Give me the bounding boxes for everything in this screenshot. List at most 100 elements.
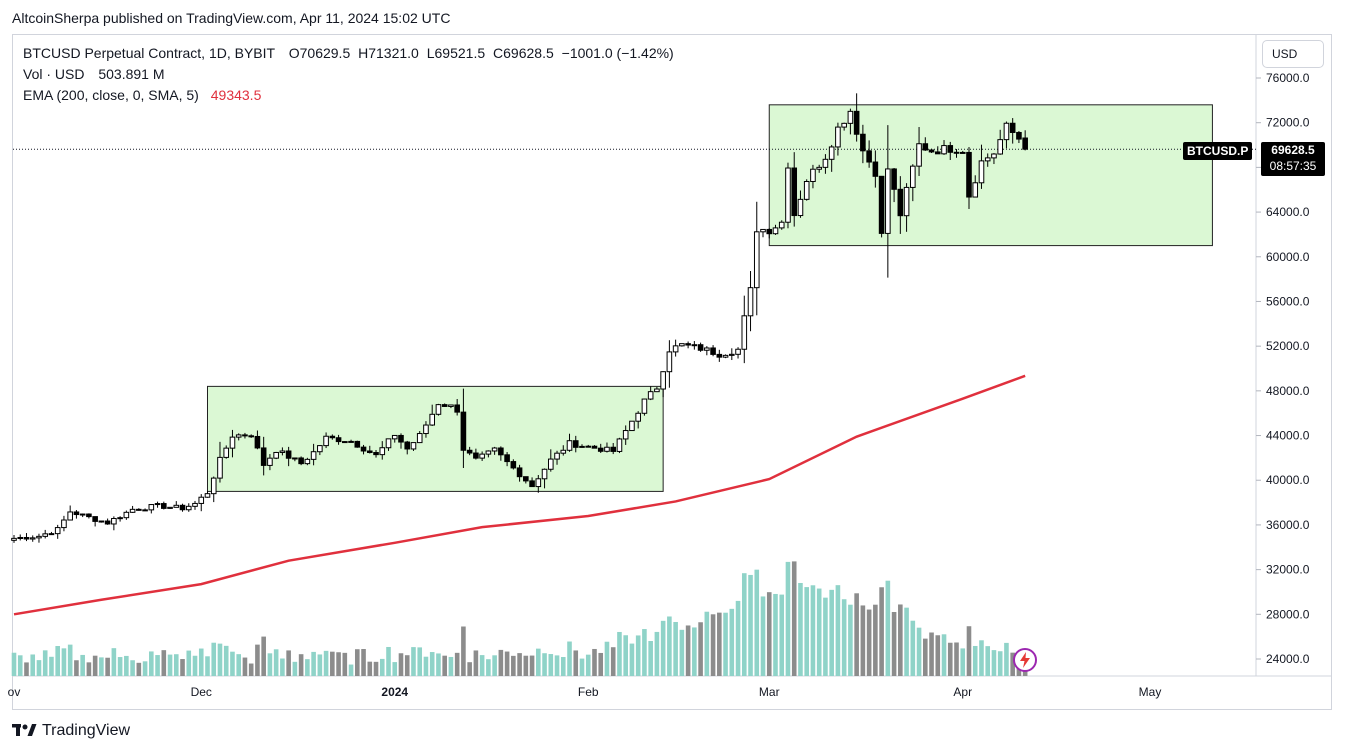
volume-bar [292, 661, 298, 676]
volume-bar [667, 616, 672, 676]
candle-body [791, 167, 798, 217]
volume-bar [523, 655, 529, 676]
volume-bar [536, 648, 541, 676]
volume-bar [386, 646, 391, 676]
volume-bar [323, 650, 329, 676]
volume-bar [142, 661, 148, 676]
volume-bar [336, 652, 341, 676]
candle-body [941, 145, 947, 155]
candle-body [154, 503, 161, 506]
volume-bar [311, 651, 316, 676]
volume-bar [804, 587, 810, 676]
currency-button[interactable]: USD [1262, 40, 1324, 68]
volume-bar [798, 582, 803, 676]
volume-bar [448, 656, 454, 676]
time-tick-label: ov [8, 685, 21, 699]
candle-body [61, 519, 67, 529]
price-tick-label: 44000.0 [1266, 429, 1310, 443]
candle-body [822, 158, 829, 168]
candle-body [760, 228, 766, 233]
candle-body [223, 447, 230, 458]
candle-body [660, 371, 666, 390]
candle-body [48, 533, 55, 536]
candle-body [891, 168, 897, 190]
volume-bar [155, 655, 160, 676]
volume-bar [760, 596, 766, 676]
candle-body [123, 511, 130, 519]
legend-low: L69521.5 [426, 45, 486, 61]
candle-body [1003, 122, 1010, 141]
volume-bar [17, 655, 23, 676]
candle-body [242, 434, 248, 437]
tradingview-logo[interactable]: TradingView [12, 722, 130, 740]
volume-bar [479, 655, 485, 676]
volume-bar [461, 626, 466, 676]
candle-body [541, 468, 548, 480]
candle-body [691, 344, 698, 347]
candle-body [285, 450, 292, 459]
volume-bar [248, 663, 254, 676]
volume-bar [317, 654, 323, 676]
volume-bar [598, 652, 604, 676]
candle-body [485, 450, 492, 455]
volume-bar [261, 636, 266, 676]
candle-body [204, 493, 211, 498]
candle-body [604, 446, 610, 452]
candle-body [360, 446, 367, 452]
candle-body [704, 347, 710, 351]
volume-bar [74, 660, 79, 676]
volume-bar [330, 651, 335, 676]
candle-body [535, 478, 542, 488]
volume-bar [404, 655, 410, 676]
candle-body [610, 446, 617, 452]
volume-bar [1010, 652, 1015, 676]
volume-bar [929, 632, 934, 676]
volume-bar [979, 640, 984, 676]
volume-bar [423, 656, 429, 676]
volume-bar [941, 634, 947, 676]
candle-body [385, 438, 392, 449]
candle-body [629, 420, 635, 432]
candle-body [29, 537, 36, 540]
candle-body [579, 445, 585, 448]
volume-bar [255, 644, 260, 676]
candle-body [510, 461, 517, 469]
volume-bar [348, 664, 354, 676]
volume-bar [342, 652, 348, 676]
candle-body [248, 435, 254, 438]
symbol-tag: BTCUSD.P [1183, 142, 1253, 160]
volume-bar [848, 604, 853, 676]
volume-bar [960, 648, 966, 676]
legend-ema-row: EMA (200, close, 0, SMA, 5) 49343.5 [23, 87, 261, 103]
candle-body [98, 520, 105, 523]
candle-body [741, 315, 748, 350]
lightning-alert-icon[interactable] [1012, 647, 1038, 678]
candle-body [11, 537, 17, 541]
volume-bar [947, 642, 953, 676]
candle-body [897, 188, 904, 217]
candle-body [635, 412, 641, 422]
candle-body [454, 404, 460, 413]
candle-body [785, 167, 791, 223]
candle-body [1009, 122, 1016, 133]
candle-body [267, 457, 273, 466]
volume-bar [67, 644, 73, 676]
candle-body [54, 527, 61, 535]
volume-bar [86, 662, 92, 676]
candle-body [348, 440, 354, 443]
volume-bar [411, 647, 416, 676]
candle-body [622, 430, 629, 440]
price-tick-label: 76000.0 [1266, 71, 1310, 85]
volume-bar [180, 659, 185, 676]
legend-volume-value: 503.891 M [98, 66, 165, 82]
volume-bar [267, 653, 273, 676]
volume-bar [167, 654, 173, 676]
candle-body [398, 434, 404, 443]
candle-body [647, 391, 654, 400]
candle-body [142, 509, 148, 512]
volume-bar [173, 654, 179, 676]
tradingview-brand-text: TradingView [42, 722, 131, 739]
candle-body [429, 413, 435, 426]
volume-bar [735, 600, 741, 676]
